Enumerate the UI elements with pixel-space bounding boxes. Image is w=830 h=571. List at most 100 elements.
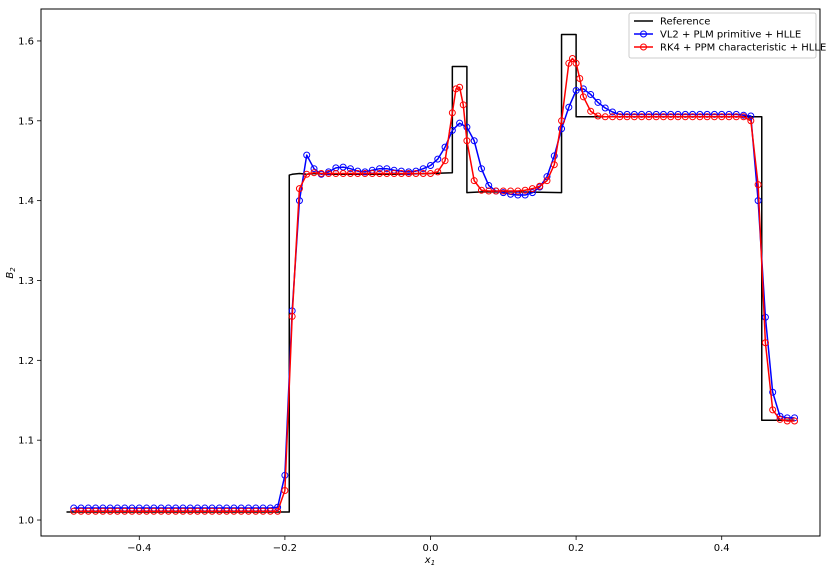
- data-point: [135, 507, 143, 515]
- data-point: [732, 113, 740, 121]
- data-point: [638, 113, 646, 121]
- x-tick-label: 0.4: [714, 543, 730, 554]
- data-point: [667, 113, 675, 121]
- data-point: [106, 507, 114, 515]
- data-point: [194, 507, 202, 515]
- data-point: [70, 507, 78, 515]
- data-point: [164, 507, 172, 515]
- data-point: [579, 85, 587, 93]
- data-point: [710, 113, 718, 121]
- data-point: [92, 507, 100, 515]
- data-point: [477, 165, 485, 173]
- data-point: [77, 507, 85, 515]
- y-tick-label: 1.3: [18, 276, 34, 287]
- data-point: [157, 507, 165, 515]
- data-point: [434, 155, 442, 163]
- data-point: [84, 507, 92, 515]
- data-point: [99, 507, 107, 515]
- data-point: [485, 187, 493, 195]
- data-point: [397, 169, 405, 177]
- data-point: [244, 507, 252, 515]
- series-layer: [66, 33, 799, 515]
- data-point: [747, 112, 755, 120]
- data-point: [383, 169, 391, 177]
- y-tick-label: 1.2: [18, 356, 34, 367]
- x-tick-label: −0.4: [127, 543, 151, 554]
- data-point: [376, 165, 384, 173]
- data-point: [477, 186, 485, 194]
- data-point: [783, 417, 791, 425]
- data-point: [609, 113, 617, 121]
- data-point: [754, 181, 762, 189]
- data-point: [310, 169, 318, 177]
- series-line: [73, 88, 795, 509]
- data-point: [725, 113, 733, 121]
- data-point: [645, 113, 653, 121]
- data-point: [470, 177, 478, 185]
- data-point: [769, 406, 777, 414]
- data-point: [252, 507, 260, 515]
- x-tick-label: −0.2: [273, 543, 297, 554]
- y-tick-label: 1.4: [18, 196, 34, 207]
- data-point: [499, 187, 507, 195]
- series-line: [73, 57, 795, 512]
- data-point: [761, 313, 769, 321]
- data-point: [150, 507, 158, 515]
- y-tick-label: 1.6: [18, 36, 34, 47]
- y-tick-label: 1.1: [18, 436, 34, 447]
- data-point: [339, 169, 347, 177]
- data-point: [776, 415, 784, 423]
- legend-entry: VL2 + PLM primitive + HLLE: [634, 30, 801, 41]
- data-point: [550, 152, 558, 160]
- data-point: [470, 137, 478, 145]
- data-point: [514, 191, 522, 199]
- data-point: [208, 507, 216, 515]
- data-point: [558, 125, 566, 133]
- legend-label: VL2 + PLM primitive + HLLE: [660, 30, 801, 41]
- data-point: [186, 507, 194, 515]
- data-point: [514, 187, 522, 195]
- data-point: [459, 101, 467, 109]
- data-point: [536, 182, 544, 190]
- data-point: [427, 162, 434, 169]
- data-point: [558, 117, 566, 125]
- data-point: [274, 507, 282, 515]
- data-point: [601, 104, 609, 112]
- data-point: [696, 113, 704, 121]
- series-2: [70, 55, 799, 515]
- data-point: [576, 74, 584, 82]
- data-point: [317, 169, 325, 177]
- data-point: [390, 169, 398, 177]
- data-point: [601, 113, 609, 121]
- legend-label: Reference: [660, 17, 710, 28]
- data-point: [565, 103, 573, 111]
- legend: Reference VL2 + PLM primitive + HLLE RK4 +…: [628, 12, 826, 59]
- data-point: [456, 83, 464, 91]
- data-point: [419, 169, 427, 177]
- data-point: [201, 507, 209, 515]
- data-point: [354, 169, 362, 177]
- data-point: [572, 59, 580, 67]
- data-point: [223, 507, 231, 515]
- data-point: [412, 169, 420, 177]
- data-point: [376, 169, 384, 177]
- data-point: [361, 169, 369, 177]
- data-point: [179, 507, 187, 515]
- data-point: [528, 185, 536, 193]
- data-point: [550, 161, 558, 169]
- legend-marker: [640, 43, 647, 51]
- data-point: [492, 187, 500, 195]
- data-point: [405, 169, 413, 177]
- data-point: [528, 189, 536, 197]
- data-point: [587, 107, 595, 115]
- data-point: [295, 185, 303, 193]
- data-point: [689, 113, 697, 121]
- legend-box: [628, 12, 817, 59]
- y-tick-label: 1.5: [18, 116, 34, 127]
- data-point: [463, 137, 471, 145]
- legend-marker: [640, 30, 647, 38]
- data-point: [594, 98, 602, 106]
- data-point: [325, 169, 333, 177]
- data-point: [237, 507, 245, 515]
